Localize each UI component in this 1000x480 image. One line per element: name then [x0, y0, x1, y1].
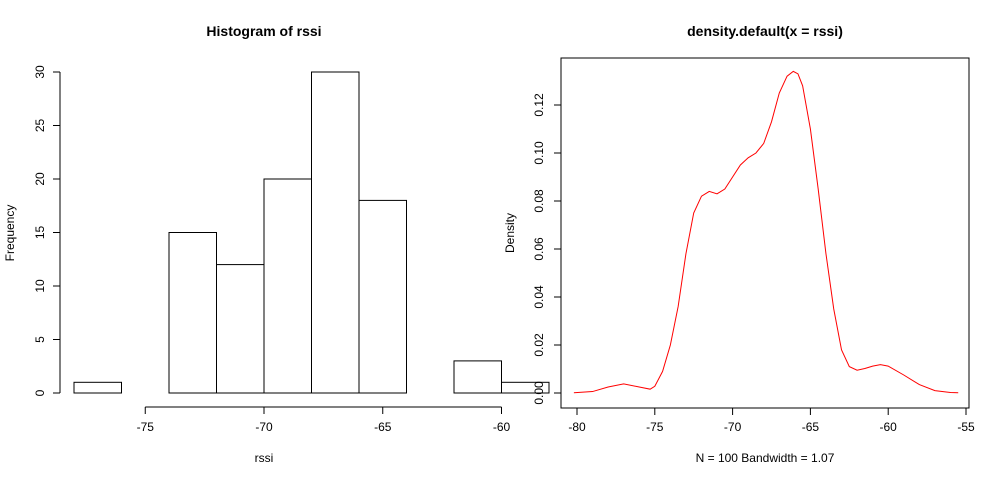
- histogram-y-tick-label: 25: [33, 119, 47, 133]
- histogram-x-tick-label: -75: [137, 420, 155, 434]
- histogram-bar: [311, 71, 360, 394]
- density-y-tick-label: 0.08: [532, 189, 546, 213]
- histogram-y-tick-label: 20: [33, 172, 47, 186]
- histogram-y-tick-label: 15: [33, 226, 47, 240]
- density-y-tick-label: 0.12: [532, 93, 546, 117]
- density-plot-box: [560, 57, 970, 409]
- density-y-axis: 0.00 0.02 0.04 0.06 0.08 0.10 0.12: [532, 93, 562, 405]
- density-x-tick-label: -80: [568, 420, 586, 434]
- histogram-x-tick-label: -70: [255, 420, 273, 434]
- histogram-x-tick-label: -60: [493, 420, 511, 434]
- histogram-bars: [73, 71, 550, 394]
- density-y-tick-label: 0.02: [532, 333, 546, 357]
- density-y-tick-label: 0.00: [532, 381, 546, 405]
- density-x-axis-label: N = 100 Bandwidth = 1.07: [696, 451, 835, 465]
- histogram-bar: [501, 381, 550, 394]
- histogram-y-tick-label: 10: [33, 279, 47, 293]
- histogram-x-tick-label: -65: [374, 420, 392, 434]
- histogram-y-tick-label: 5: [33, 336, 47, 343]
- histogram-x-axis-label: rssi: [255, 451, 274, 465]
- histogram-panel: Histogram of rssi rssi Frequency -75 -70-…: [3, 23, 550, 465]
- histogram-bar: [168, 232, 217, 394]
- histogram-y-tick-label: 30: [33, 65, 47, 79]
- histogram-y-axis-label: Frequency: [3, 205, 17, 262]
- histogram-y-tick-label: 0: [33, 389, 47, 396]
- density-panel: density.default(x = rssi) N = 100 Bandwi…: [503, 23, 975, 465]
- histogram-bar: [453, 360, 502, 394]
- density-x-tick-label: -65: [802, 420, 820, 434]
- histogram-x-axis: -75 -70 -65 -60: [137, 406, 511, 434]
- histogram-bar: [263, 178, 312, 394]
- density-x-axis: -80 -75 -70 -65 -60 -55: [568, 407, 975, 434]
- histogram-title: Histogram of rssi: [206, 23, 321, 39]
- density-y-tick-label: 0.04: [532, 285, 546, 309]
- density-y-tick-label: 0.10: [532, 141, 546, 165]
- histogram-bar: [358, 199, 407, 394]
- density-title: density.default(x = rssi): [687, 23, 843, 39]
- histogram-y-axis: 0 5 10 15 20 25 30: [33, 65, 61, 396]
- density-x-tick-label: -60: [880, 420, 898, 434]
- histogram-bar: [73, 381, 122, 394]
- density-x-tick-label: -55: [957, 420, 975, 434]
- histogram-bar: [216, 264, 265, 394]
- density-y-tick-label: 0.06: [532, 237, 546, 261]
- density-x-tick-label: -70: [724, 420, 742, 434]
- density-curve: [573, 70, 959, 394]
- density-x-tick-label: -75: [646, 420, 664, 434]
- density-y-axis-label: Density: [503, 213, 517, 253]
